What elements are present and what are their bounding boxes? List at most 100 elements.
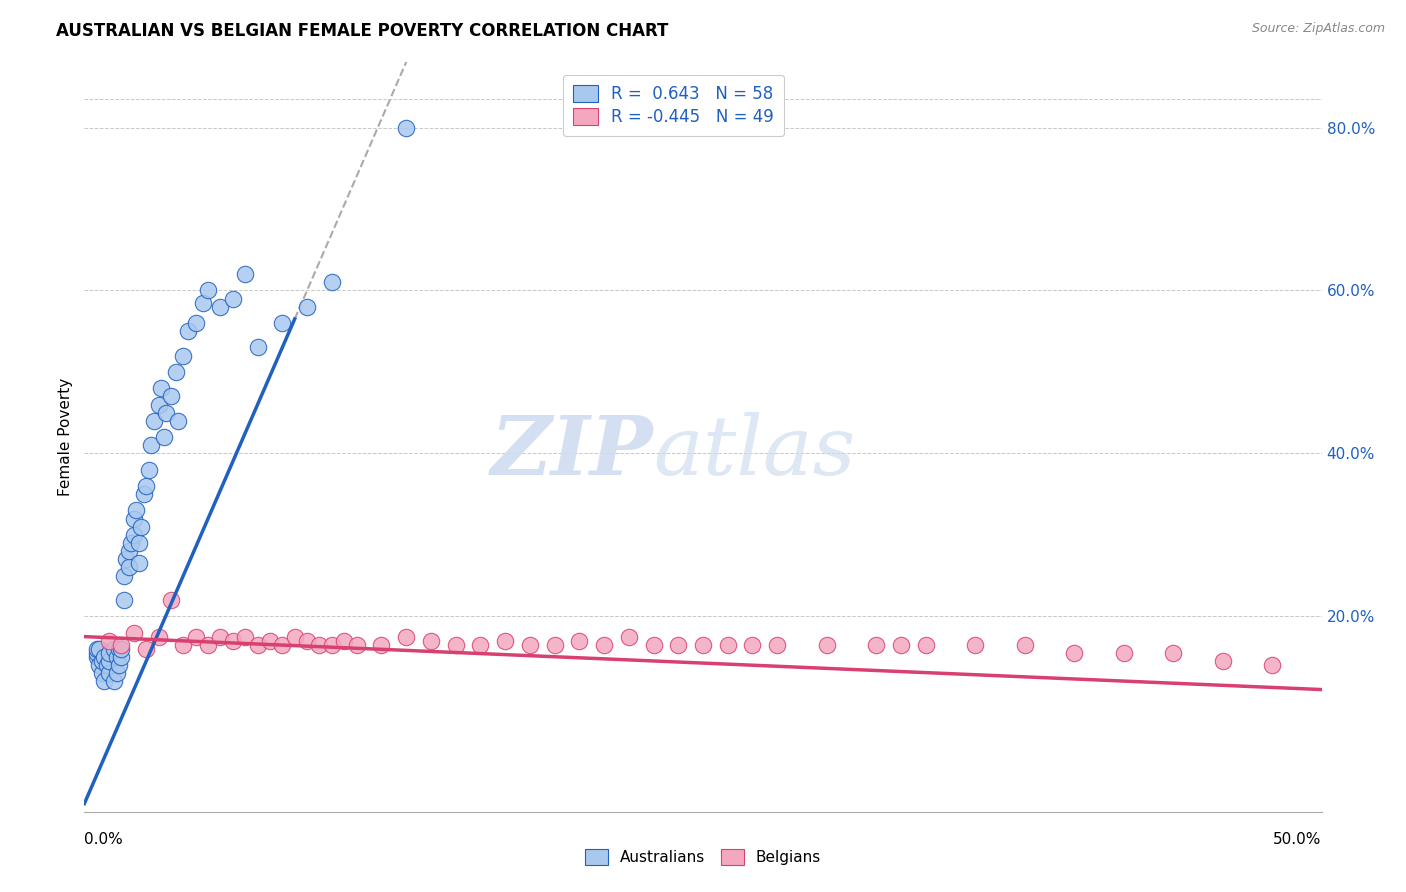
Point bbox=[110, 641, 132, 656]
Point bbox=[148, 397, 170, 411]
Point bbox=[122, 511, 145, 525]
Point bbox=[150, 381, 173, 395]
Point bbox=[112, 593, 135, 607]
Point bbox=[321, 638, 343, 652]
Point bbox=[108, 641, 131, 656]
Point bbox=[666, 638, 689, 652]
Point bbox=[160, 389, 183, 403]
Point bbox=[246, 341, 269, 355]
Point bbox=[197, 284, 219, 298]
Point bbox=[568, 633, 591, 648]
Point bbox=[519, 638, 541, 652]
Point bbox=[105, 650, 128, 665]
Point bbox=[172, 349, 194, 363]
Point bbox=[295, 633, 318, 648]
Point bbox=[233, 267, 256, 281]
Point bbox=[346, 638, 368, 652]
Point bbox=[197, 638, 219, 652]
Point bbox=[128, 557, 150, 571]
Point bbox=[444, 638, 467, 652]
Point bbox=[120, 536, 142, 550]
Point bbox=[98, 666, 121, 681]
Point bbox=[865, 638, 887, 652]
Point bbox=[295, 300, 318, 314]
Point bbox=[86, 646, 108, 660]
Legend: R =  0.643   N = 58, R = -0.445   N = 49: R = 0.643 N = 58, R = -0.445 N = 49 bbox=[562, 75, 785, 136]
Point bbox=[89, 641, 111, 656]
Point bbox=[122, 625, 145, 640]
Point bbox=[494, 633, 516, 648]
Point bbox=[103, 674, 125, 689]
Point bbox=[184, 630, 207, 644]
Text: 50.0%: 50.0% bbox=[1274, 832, 1322, 847]
Point bbox=[167, 414, 190, 428]
Point bbox=[1112, 646, 1135, 660]
Text: atlas: atlas bbox=[654, 412, 856, 492]
Point bbox=[419, 633, 441, 648]
Point bbox=[321, 276, 343, 290]
Point bbox=[1161, 646, 1184, 660]
Text: ZIP: ZIP bbox=[491, 412, 654, 492]
Point bbox=[370, 638, 392, 652]
Point bbox=[165, 365, 187, 379]
Point bbox=[105, 666, 128, 681]
Point bbox=[593, 638, 616, 652]
Point bbox=[1212, 654, 1234, 668]
Point bbox=[284, 630, 307, 644]
Point bbox=[184, 316, 207, 330]
Point bbox=[717, 638, 740, 652]
Point bbox=[1063, 646, 1085, 660]
Point bbox=[333, 633, 356, 648]
Point bbox=[129, 519, 152, 533]
Point bbox=[98, 654, 121, 668]
Point bbox=[308, 638, 330, 652]
Point bbox=[118, 544, 141, 558]
Point bbox=[115, 552, 138, 566]
Point bbox=[741, 638, 763, 652]
Point bbox=[209, 300, 232, 314]
Point bbox=[90, 666, 112, 681]
Text: AUSTRALIAN VS BELGIAN FEMALE POVERTY CORRELATION CHART: AUSTRALIAN VS BELGIAN FEMALE POVERTY COR… bbox=[56, 22, 669, 40]
Point bbox=[110, 638, 132, 652]
Point bbox=[155, 406, 177, 420]
Point bbox=[86, 641, 108, 656]
Point bbox=[128, 536, 150, 550]
Point bbox=[209, 630, 232, 644]
Point bbox=[160, 593, 183, 607]
Point bbox=[233, 630, 256, 644]
Point bbox=[110, 650, 132, 665]
Point bbox=[643, 638, 665, 652]
Point bbox=[148, 630, 170, 644]
Point bbox=[138, 463, 160, 477]
Point bbox=[766, 638, 789, 652]
Point bbox=[222, 633, 245, 648]
Point bbox=[118, 560, 141, 574]
Point bbox=[98, 646, 121, 660]
Point bbox=[93, 650, 115, 665]
Point bbox=[395, 630, 418, 644]
Point bbox=[1014, 638, 1036, 652]
Point bbox=[93, 674, 115, 689]
Point bbox=[470, 638, 492, 652]
Y-axis label: Female Poverty: Female Poverty bbox=[58, 378, 73, 496]
Point bbox=[122, 528, 145, 542]
Point bbox=[135, 479, 157, 493]
Point bbox=[172, 638, 194, 652]
Point bbox=[617, 630, 640, 644]
Point bbox=[152, 430, 174, 444]
Point bbox=[965, 638, 987, 652]
Point bbox=[1261, 658, 1284, 673]
Point bbox=[222, 292, 245, 306]
Point bbox=[141, 438, 163, 452]
Point bbox=[89, 658, 111, 673]
Point bbox=[103, 641, 125, 656]
Point bbox=[815, 638, 838, 652]
Point bbox=[132, 487, 155, 501]
Point bbox=[692, 638, 714, 652]
Point bbox=[142, 414, 165, 428]
Point bbox=[271, 638, 294, 652]
Point bbox=[543, 638, 565, 652]
Point bbox=[890, 638, 912, 652]
Legend: Australians, Belgians: Australians, Belgians bbox=[579, 843, 827, 871]
Point bbox=[98, 633, 121, 648]
